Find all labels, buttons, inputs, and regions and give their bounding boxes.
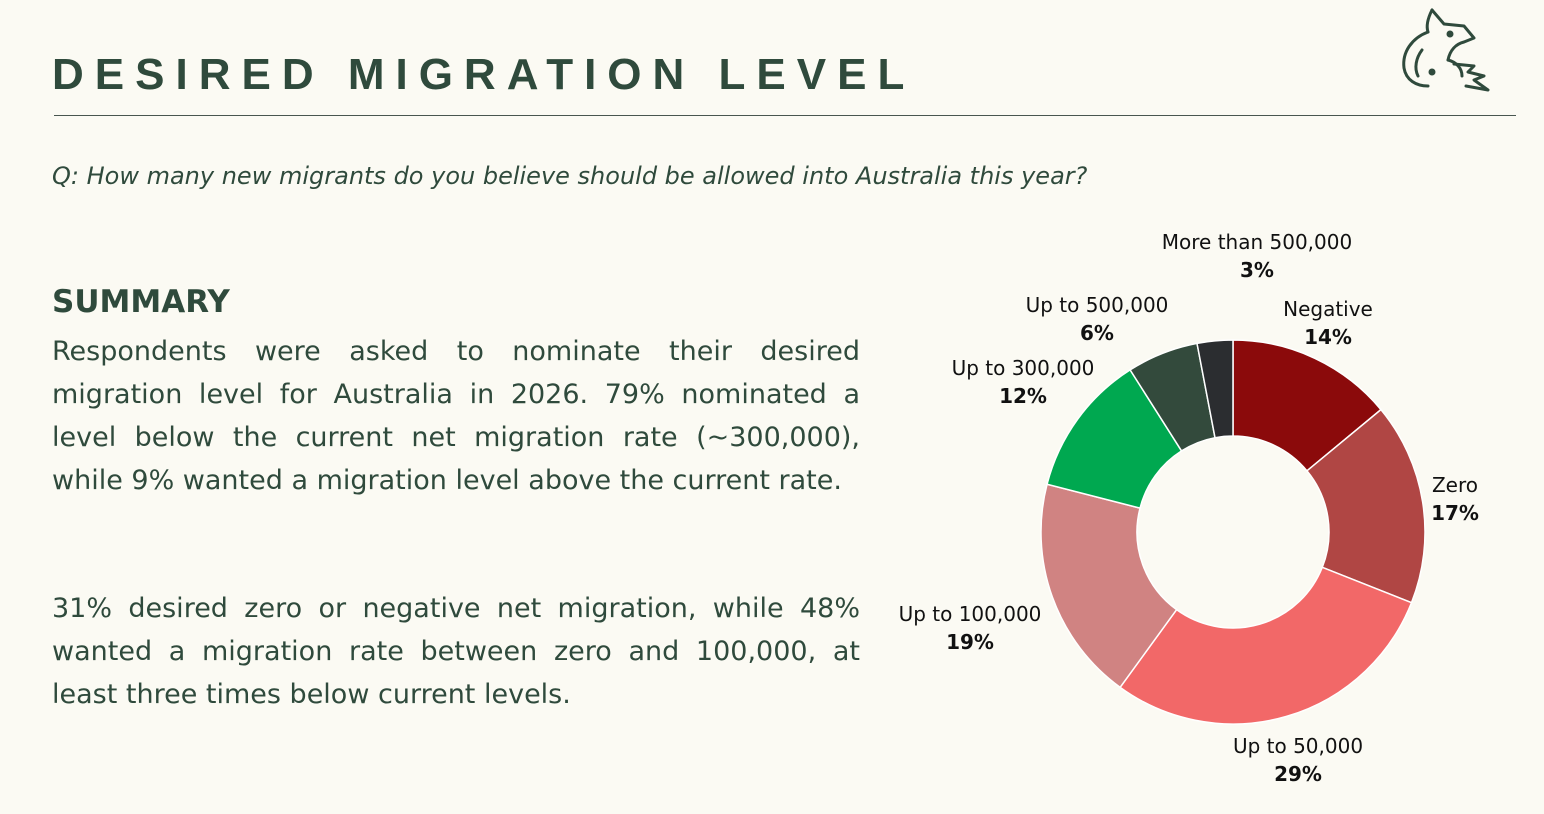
header-divider <box>54 115 1516 116</box>
donut-chart: Negative 14% Zero 17% Up to 50,000 29% Up to 1… <box>899 230 1479 786</box>
summary-paragraph-1: Respondents were asked to nominate their… <box>52 336 860 496</box>
slice-value-negative: 14% <box>1304 325 1352 349</box>
slice-label-up-to-50-000: Up to 50,000 <box>1233 734 1363 758</box>
slice-value-up-to-50-000: 29% <box>1274 762 1322 786</box>
slice-value-up-to-500-000: 6% <box>1080 321 1114 345</box>
slice-label-more-than-500-000: More than 500,000 <box>1162 230 1352 254</box>
page-title: DESIRED MIGRATION LEVEL <box>52 50 916 99</box>
slice-value-more-than-500-000: 3% <box>1240 258 1274 282</box>
slice-value-up-to-100-000: 19% <box>946 630 994 654</box>
fox-icon <box>1402 8 1490 92</box>
summary-heading: SUMMARY <box>52 284 230 320</box>
slice-label-zero: Zero <box>1432 473 1478 497</box>
slice-up-to-50-000 <box>1119 566 1413 725</box>
slice-up-to-100-000 <box>1040 483 1178 689</box>
slice-value-up-to-300-000: 12% <box>999 384 1047 408</box>
slice-label-up-to-300-000: Up to 300,000 <box>952 356 1095 380</box>
slice-value-zero: 17% <box>1431 501 1479 525</box>
slice-more-than-500-000 <box>1196 339 1234 439</box>
survey-question: Q: How many new migrants do you believe … <box>52 162 1088 190</box>
slice-label-up-to-100-000: Up to 100,000 <box>899 602 1042 626</box>
summary-paragraph-2: 31% desired zero or negative net migrati… <box>52 593 860 710</box>
slice-label-up-to-500-000: Up to 500,000 <box>1026 293 1169 317</box>
slice-zero <box>1305 408 1426 604</box>
slice-label-negative: Negative <box>1283 297 1373 321</box>
